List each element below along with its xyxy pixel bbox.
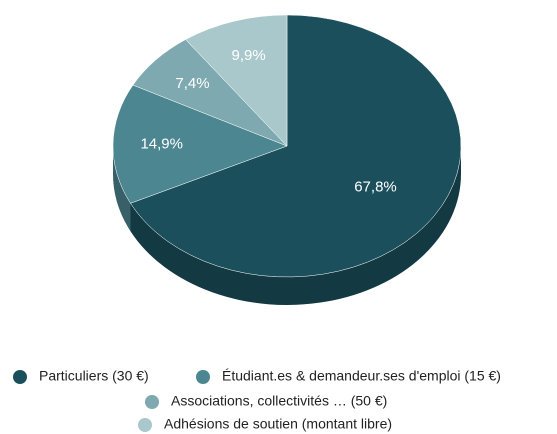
legend-swatch: [145, 395, 159, 409]
legend-text: Adhésions de soutien (montant libre): [164, 416, 392, 432]
legend-swatch: [13, 370, 27, 384]
slice: [185, 14, 288, 147]
slice-label: 67,8%: [354, 179, 397, 196]
slice-label: 9,9%: [232, 47, 266, 64]
legend-text: Associations, collectivités … (50 €): [171, 393, 387, 409]
legend-text: Étudiant.es & demandeur.ses d'emploi (15…: [222, 368, 501, 384]
legend-swatch: [196, 370, 210, 384]
slice-side: [113, 146, 131, 232]
slice-label: 7,4%: [175, 75, 209, 92]
slice-side: [130, 146, 461, 305]
slice: [130, 14, 462, 278]
slice: [112, 84, 288, 204]
legend-swatch: [138, 418, 152, 432]
slice-label: 14,9%: [140, 135, 183, 152]
legend-text: Particuliers (30 €): [39, 368, 149, 384]
